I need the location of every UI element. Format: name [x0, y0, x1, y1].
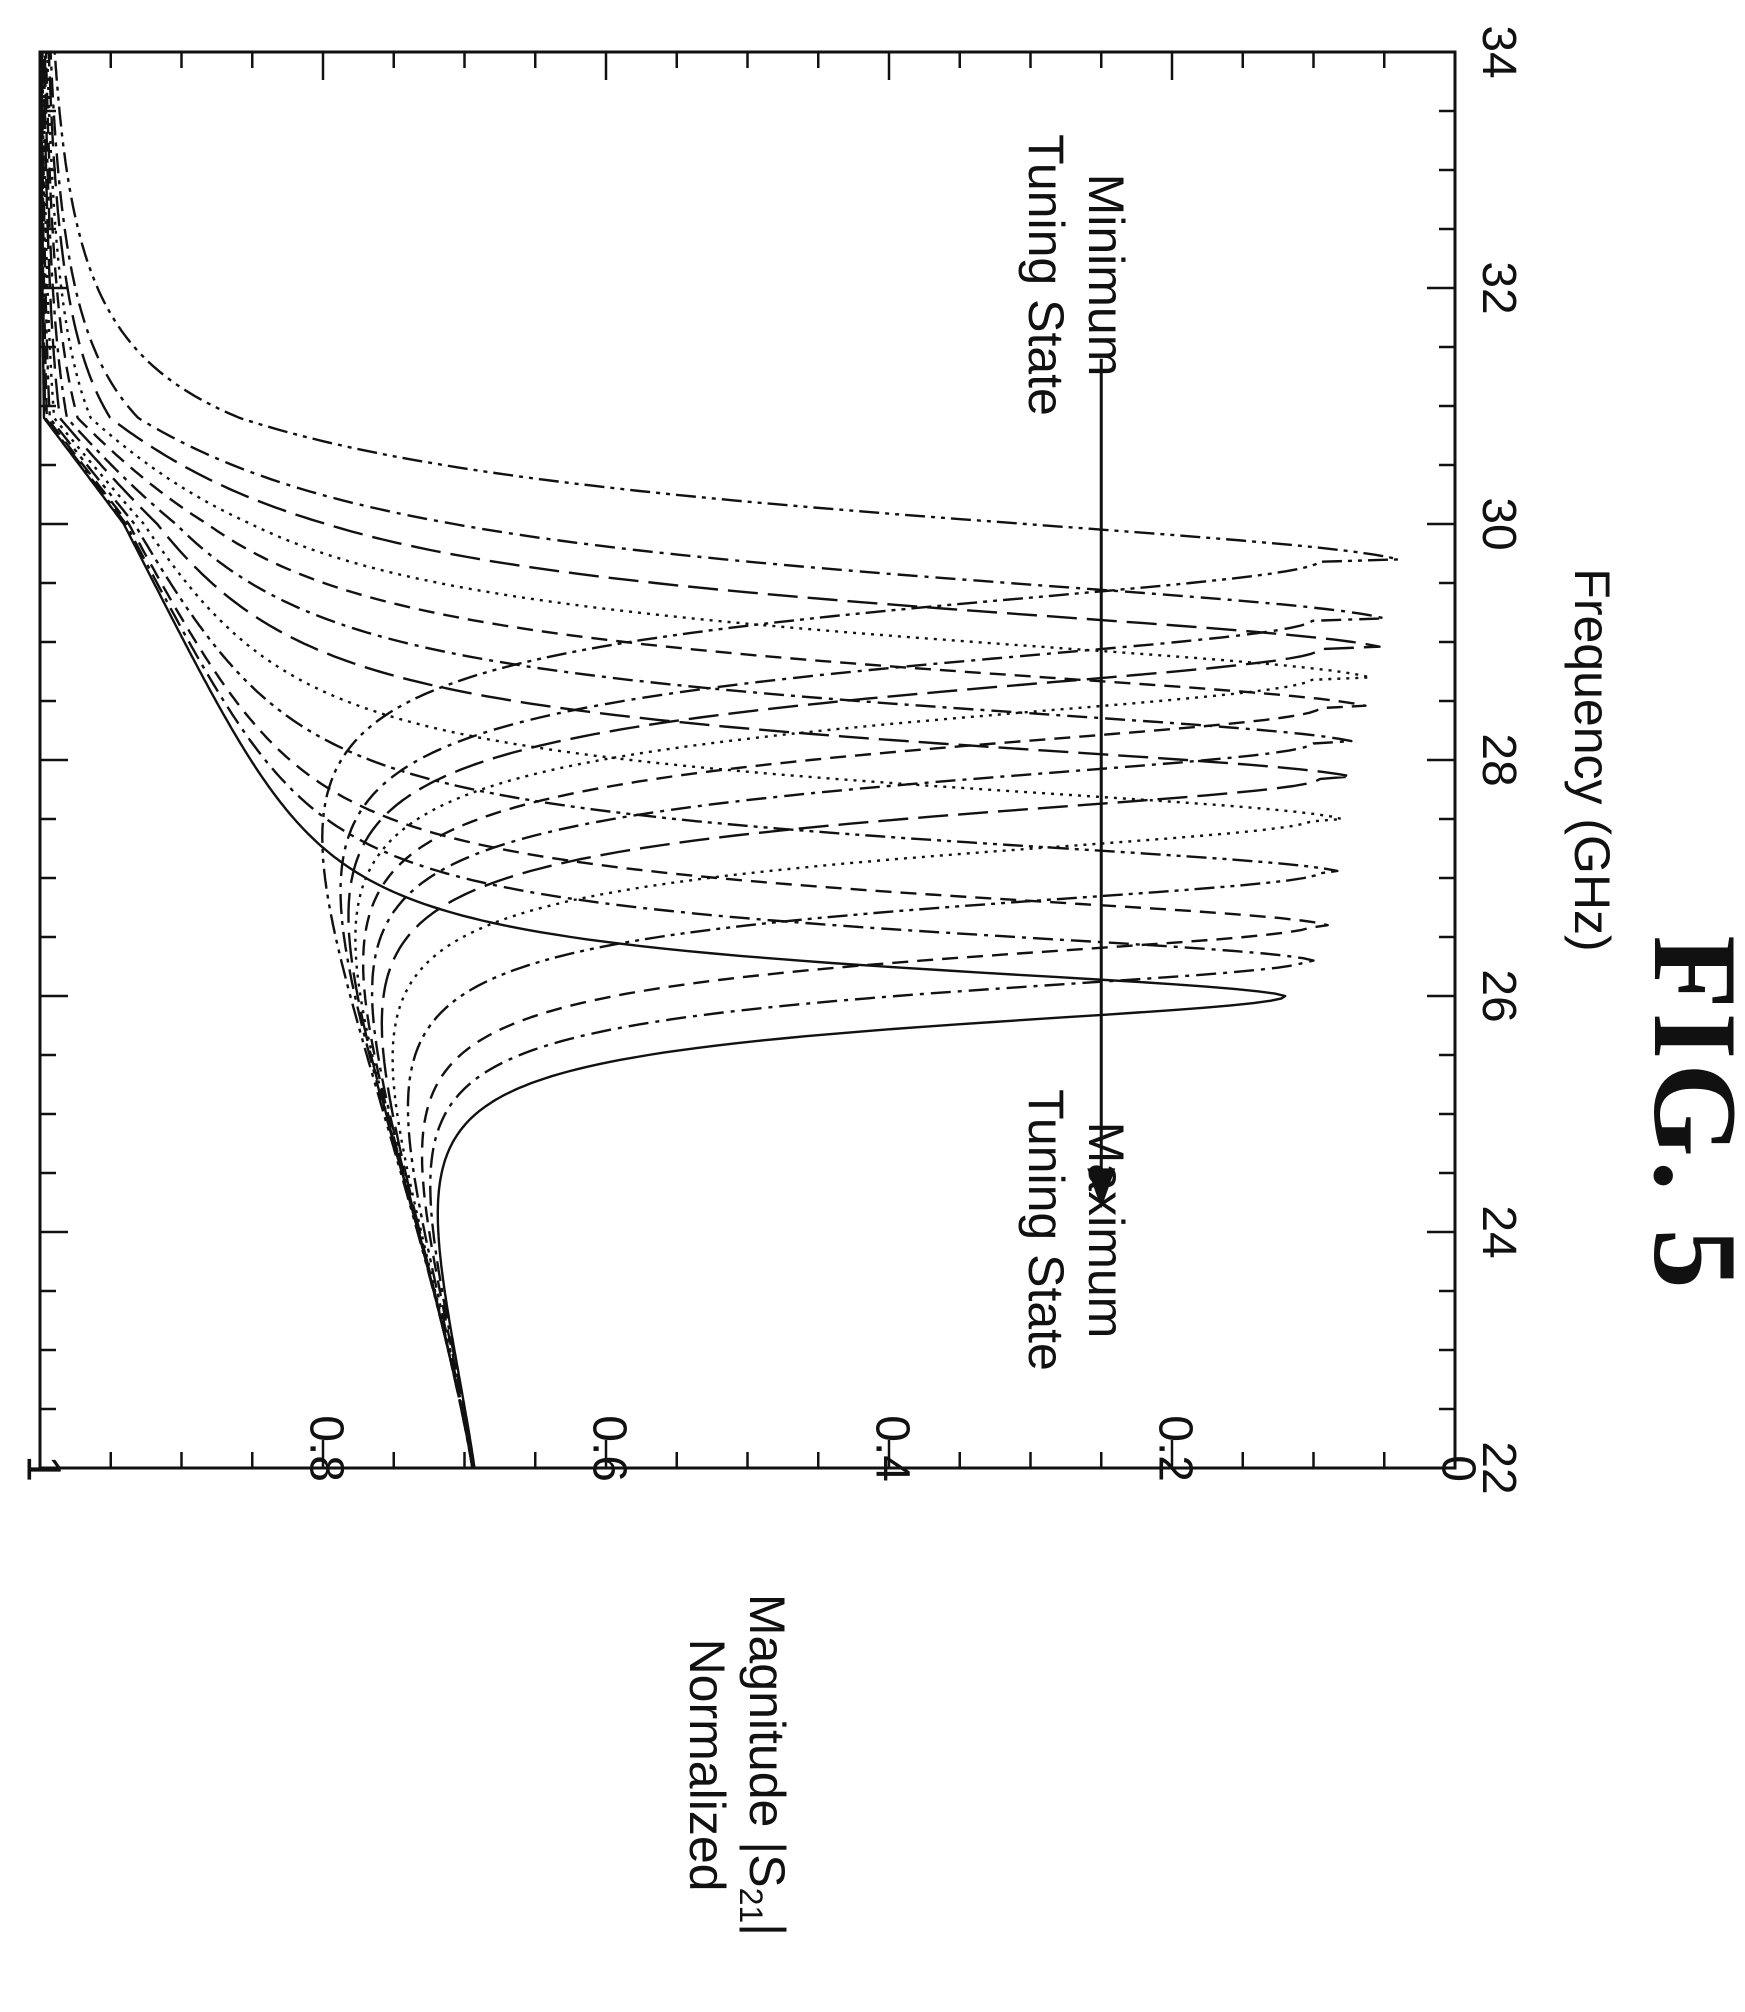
y-tick-label: 0.8 [299, 1415, 352, 1482]
series-line-7 [43, 52, 1353, 1469]
series-line-4 [41, 52, 1339, 1469]
annotation-max-line1: Tuning State [1018, 1089, 1074, 1371]
figure-label: FIG. 5 [1629, 935, 1745, 1292]
x-tick-label: 32 [1472, 261, 1525, 314]
y-tick-label: 1 [16, 1455, 69, 1482]
x-tick-label: 22 [1472, 1441, 1525, 1494]
x-axis-label: Frequency (GHz) [1564, 568, 1620, 951]
y-axis-label-end: | [739, 1923, 795, 1936]
y-axis-label-main: Magnitude |S [739, 1594, 795, 1888]
x-tick-label: 26 [1472, 969, 1525, 1022]
series-line-5 [42, 52, 1343, 1469]
series-line-2 [40, 51, 1315, 1469]
y-tick-label: 0.2 [1148, 1415, 1201, 1482]
series-line-8 [44, 51, 1367, 1469]
x-tick-label: 34 [1472, 25, 1525, 78]
y-tick-label: 0.6 [582, 1415, 635, 1482]
series-line-3 [40, 52, 1329, 1469]
series-line-6 [42, 52, 1353, 1469]
plot-frame [38, 50, 1457, 1470]
y-axis-label-line2: Magnitude |S21| [733, 1594, 795, 1936]
y-tick-label: 0.4 [865, 1415, 918, 1482]
series-line-12 [53, 51, 1400, 1469]
x-tick-label: 28 [1472, 733, 1525, 786]
y-axis-label-subscript: 21 [733, 1888, 769, 1924]
series-line-1 [40, 52, 1287, 1469]
x-tick-label: 24 [1472, 1205, 1525, 1258]
y-tick-label: 0 [1431, 1455, 1484, 1482]
annotation-min-line1: Tuning State [1018, 134, 1074, 416]
text-layer: FIG. 5 Frequency (GHz) Normalized Magnit… [679, 134, 1745, 1936]
x-tick-label: 30 [1472, 497, 1525, 550]
tuning-arrow-head [1087, 1168, 1116, 1209]
annotation-max-line2: Maximum [1078, 1122, 1134, 1339]
annotation-min-line2: Minimum [1078, 174, 1134, 377]
y-axis-label-line1: Normalized [679, 1639, 735, 1892]
plot-area: 22 24 26 28 30 32 34 0 0.2 0.4 0.6 0.8 1 [16, 25, 1525, 1494]
